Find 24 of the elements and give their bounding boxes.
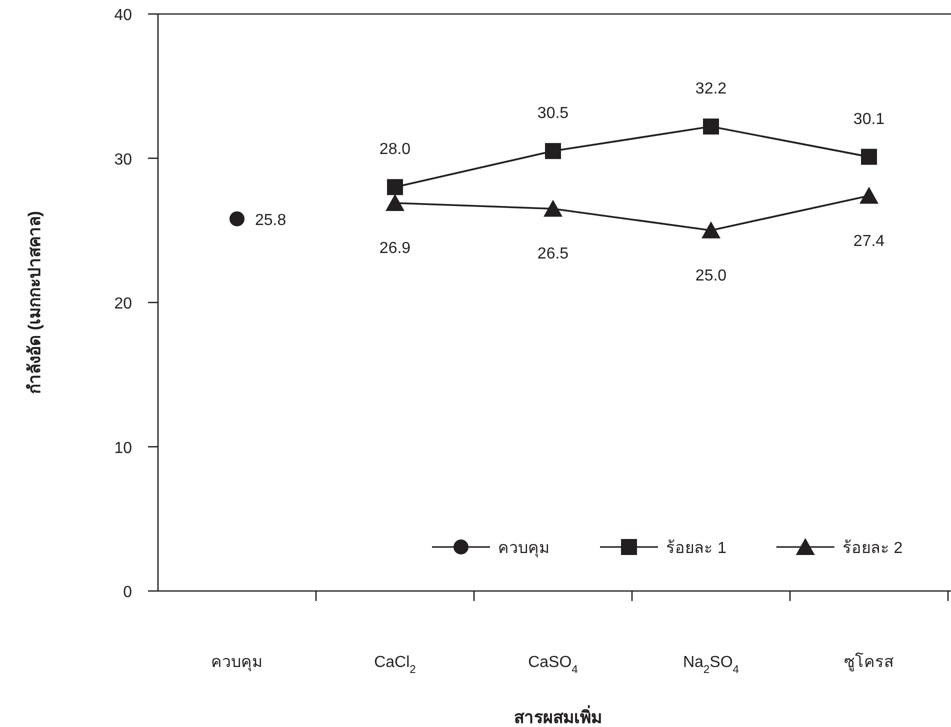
data-label: 25.0 xyxy=(695,267,727,284)
y-axis-title: กำลังอัด (เมกกะปาสคาล) xyxy=(25,210,44,394)
y-tick-label: 10 xyxy=(114,440,132,457)
data-label: 30.5 xyxy=(537,105,569,122)
x-tick-label: ควบคุม xyxy=(211,654,263,672)
legend-label: ร้อยละ 1 xyxy=(666,539,726,557)
data-label: 32.2 xyxy=(695,80,727,98)
x-tick-label: ซูโครส xyxy=(844,652,894,672)
legend-label: ควบคุม xyxy=(498,540,550,558)
data-label: 25.8 xyxy=(255,212,286,229)
y-tick-label: 30 xyxy=(114,151,132,168)
x-tick-label: CaCl$_{2}$ xyxy=(374,654,416,676)
x-axis-title: สารผสมเพิ่ม xyxy=(514,705,602,727)
y-tick-label: 40 xyxy=(114,7,132,24)
data-label: 30.1 xyxy=(853,110,885,128)
y-tick-label: 0 xyxy=(123,584,132,601)
x-tick-label: CaSO$_{4}$ xyxy=(528,654,578,676)
x-tick-label: Na$_{2}$SO$_{4}$ xyxy=(682,654,740,676)
data-label: 26.5 xyxy=(537,246,569,263)
data-label: 27.4 xyxy=(853,232,885,250)
data-label: 26.9 xyxy=(379,240,411,257)
legend-label: ร้อยละ 2 xyxy=(842,539,903,557)
y-tick-label: 20 xyxy=(114,296,132,312)
data-label: 28.0 xyxy=(379,141,411,158)
